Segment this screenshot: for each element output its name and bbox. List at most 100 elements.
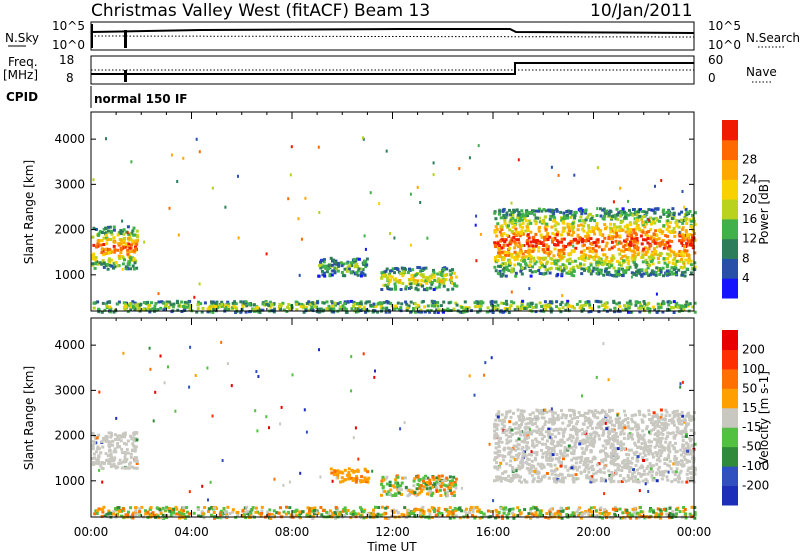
heatmap-cell — [677, 480, 680, 484]
heatmap-cell — [107, 247, 111, 251]
heatmap-cell — [496, 415, 500, 419]
heatmap-cell — [589, 219, 593, 222]
heatmap-cell — [526, 457, 530, 461]
heatmap-cell — [638, 301, 641, 305]
heatmap-cell — [624, 413, 627, 417]
heatmap-cell — [654, 229, 658, 233]
heatmap-cell — [152, 513, 156, 517]
heatmap-cell — [693, 301, 697, 305]
heatmap-cell — [442, 310, 445, 314]
heatmap-cell — [682, 265, 686, 269]
heatmap-cell — [502, 213, 506, 217]
heatmap-cell — [612, 200, 615, 204]
heatmap-cell — [346, 265, 350, 269]
heatmap-cell — [646, 241, 650, 245]
heatmap-cell — [564, 464, 568, 468]
heatmap-cell — [625, 237, 629, 241]
heatmap-cell — [550, 448, 554, 452]
heatmap-cell — [647, 409, 651, 413]
heatmap-cell — [660, 444, 664, 448]
heatmap-cell — [101, 510, 105, 514]
heatmap-cell — [289, 173, 292, 177]
heatmap-cell — [633, 251, 637, 255]
heatmap-cell — [376, 512, 380, 516]
heatmap-cell — [453, 481, 457, 484]
heatmap-cell — [426, 276, 430, 280]
heatmap-cell — [455, 284, 459, 288]
heatmap-cell — [540, 478, 543, 481]
heatmap-cell — [550, 469, 554, 473]
heatmap-cell — [624, 271, 628, 274]
heatmap-cell — [587, 467, 591, 471]
heatmap-cell — [295, 303, 299, 306]
heatmap-cell — [641, 420, 644, 424]
heatmap-cell — [582, 263, 586, 267]
heatmap-cell — [623, 304, 626, 308]
heatmap-cell — [436, 513, 440, 517]
heatmap-cell — [559, 210, 563, 214]
heatmap-cell — [121, 262, 125, 266]
heatmap-cell — [399, 272, 403, 276]
heatmap-cell — [510, 428, 514, 432]
heatmap-cell — [575, 422, 579, 426]
heatmap-cell — [476, 310, 480, 314]
heatmap-cell — [573, 216, 577, 220]
heatmap-cell — [130, 250, 134, 253]
heatmap-cell — [533, 422, 537, 425]
heatmap-cell — [634, 478, 638, 482]
heatmap-cell — [451, 514, 455, 518]
heatmap-cell — [662, 212, 666, 216]
heatmap-cell — [625, 301, 629, 305]
heatmap-cell — [282, 510, 286, 514]
heatmap-cell — [112, 450, 116, 453]
heatmap-cell — [515, 453, 519, 457]
heatmap-cell — [648, 447, 652, 451]
heatmap-cell — [645, 261, 649, 265]
heatmap-cell — [555, 267, 558, 270]
heatmap-cell — [574, 461, 578, 465]
heatmap-cell — [98, 239, 102, 243]
heatmap-cell — [559, 438, 563, 442]
heatmap-cell — [586, 246, 589, 250]
heatmap-cell — [198, 282, 201, 286]
heatmap-cell — [572, 249, 576, 253]
heatmap-cell — [442, 488, 446, 492]
heatmap-cell — [327, 264, 331, 268]
heatmap-cell — [635, 450, 639, 454]
heatmap-cell — [652, 209, 656, 213]
heatmap-cell — [322, 301, 326, 305]
heatmap-cell — [619, 432, 623, 436]
heatmap-cell — [589, 423, 592, 427]
heatmap-cell — [131, 258, 135, 262]
heatmap-cell — [113, 248, 117, 252]
heatmap-cell — [518, 307, 522, 311]
heatmap-cell — [495, 228, 499, 232]
heatmap-cell — [419, 273, 423, 277]
heatmap-cell — [657, 219, 661, 223]
heatmap-cell — [564, 303, 568, 307]
heatmap-cell — [543, 423, 547, 426]
heatmap-cell — [688, 210, 692, 213]
heatmap-cell — [660, 422, 664, 426]
heatmap-cell — [411, 276, 415, 280]
heatmap-cell — [693, 211, 697, 215]
heatmap-cell — [634, 273, 638, 277]
heatmap-cell — [579, 207, 583, 211]
heatmap-cell — [108, 448, 112, 452]
heatmap-cell — [612, 299, 616, 303]
heatmap-cell — [673, 423, 676, 427]
heatmap-cell — [225, 305, 228, 309]
heatmap-cell — [162, 308, 166, 312]
heatmap-cell — [604, 212, 607, 216]
heatmap-cell — [652, 305, 656, 309]
heatmap-cell — [633, 257, 637, 261]
heatmap-cell — [670, 480, 674, 484]
heatmap-cell — [584, 448, 588, 452]
heatmap-cell — [138, 507, 142, 511]
heatmap-cell — [454, 301, 458, 305]
heatmap-cell — [561, 421, 565, 425]
heatmap-cell — [523, 266, 527, 270]
heatmap-cell — [688, 439, 692, 443]
heatmap-cell — [644, 233, 648, 237]
heatmap-cell — [301, 306, 305, 310]
